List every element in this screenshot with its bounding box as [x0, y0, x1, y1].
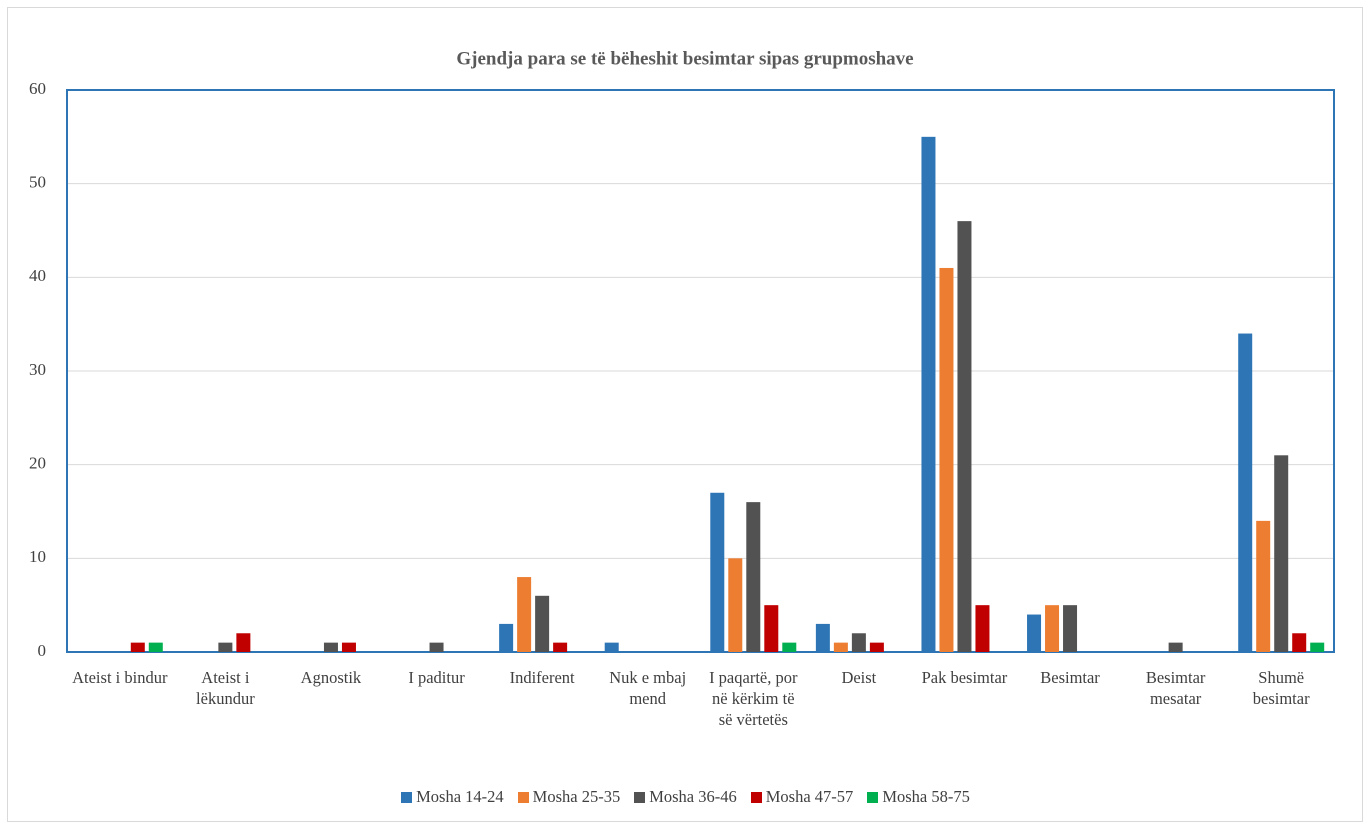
bar	[764, 605, 779, 652]
legend-swatch	[867, 791, 879, 803]
y-tick-label: 40	[29, 266, 46, 285]
bar	[782, 642, 797, 652]
x-tick-label: Besimtar mesatar	[1145, 668, 1206, 708]
legend-item: Mosha 14-24	[401, 787, 504, 807]
bar	[957, 221, 972, 652]
y-tick-label: 0	[38, 641, 47, 660]
legend-label: Mosha 58-75	[882, 787, 970, 806]
bar	[1063, 605, 1078, 652]
bar	[921, 136, 936, 653]
legend-swatch	[517, 791, 529, 803]
x-tick-label: Indiferent	[509, 668, 575, 687]
x-tick-label: Shumë besimtar	[1252, 668, 1310, 708]
y-tick-label: 20	[29, 454, 46, 473]
bar	[851, 633, 866, 652]
y-tick-label: 10	[29, 547, 46, 566]
plot-frame	[66, 89, 1335, 653]
bar	[1310, 642, 1325, 652]
legend-swatch	[634, 791, 646, 803]
bar	[1168, 642, 1183, 652]
bar	[535, 595, 550, 652]
chart-title: Gjendja para se të bëheshit besimtar sip…	[456, 48, 913, 69]
bar	[148, 642, 163, 652]
legend-swatch	[750, 791, 762, 803]
bar	[815, 623, 830, 652]
bar	[323, 642, 338, 652]
bar	[236, 633, 251, 652]
bar	[429, 642, 444, 652]
legend-item: Mosha 47-57	[750, 787, 854, 807]
x-tick-label: Ateist i bindur	[72, 668, 168, 687]
legend-label: Mosha 47-57	[765, 787, 854, 806]
bar	[869, 642, 884, 652]
legend-label: Mosha 14-24	[416, 787, 504, 806]
legend: Mosha 14-24 Mosha 25-35 Mosha 36-46 Mosha 4…	[0, 787, 1371, 807]
bar	[975, 605, 990, 652]
bar	[939, 267, 954, 652]
x-tick-label: Deist	[841, 668, 877, 687]
bar	[1274, 455, 1289, 652]
bar	[218, 642, 233, 652]
legend-label: Mosha 25-35	[532, 787, 621, 806]
bar	[499, 623, 514, 652]
legend-swatch	[401, 791, 413, 803]
legend-label: Mosha 36-46	[649, 787, 737, 806]
bar	[553, 642, 568, 652]
bar	[1292, 633, 1307, 652]
x-tick-label: Besimtar	[1040, 668, 1100, 687]
legend-item: Mosha 58-75	[867, 787, 970, 807]
y-tick-label: 60	[29, 79, 46, 98]
legend-item: Mosha 36-46	[634, 787, 737, 807]
x-tick-label: Nuk e mbaj mend	[609, 668, 687, 708]
x-tick-label: I paqartë, por në kërkim të së vërtetës	[709, 668, 798, 729]
bar	[1256, 520, 1271, 652]
x-tick-label: Agnostik	[300, 668, 362, 687]
bar	[517, 577, 532, 652]
legend-item: Mosha 25-35	[517, 787, 621, 807]
bar	[728, 558, 743, 652]
bar	[1045, 605, 1060, 652]
chart-border	[7, 7, 1363, 822]
bar	[130, 642, 145, 652]
x-tick-label: I paditur	[408, 668, 465, 687]
bar	[746, 502, 761, 652]
x-tick-label: Ateist i lëkundur	[196, 668, 255, 708]
bar	[710, 492, 725, 652]
bar	[1027, 614, 1042, 652]
bar	[341, 642, 356, 652]
x-tick-label: Pak besimtar	[921, 668, 1008, 687]
bar	[604, 642, 619, 652]
bar	[1238, 333, 1253, 652]
bar	[833, 642, 848, 652]
y-tick-label: 50	[29, 173, 46, 192]
y-tick-label: 30	[29, 360, 46, 379]
